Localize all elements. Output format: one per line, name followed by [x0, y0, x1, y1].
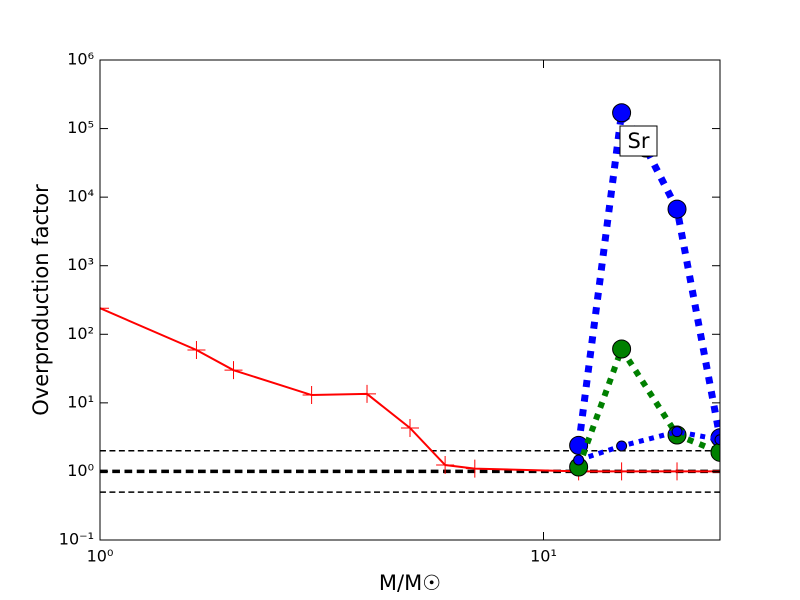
- marker: [612, 103, 632, 123]
- y-tick-label: 10⁻¹: [59, 530, 94, 549]
- marker: [668, 462, 687, 481]
- series-line: [577, 429, 720, 463]
- x-tick-label: 10⁰: [87, 547, 114, 566]
- annotation-group: Sr: [619, 125, 658, 157]
- axes-frame: [99, 59, 721, 541]
- y-tick-label: 10⁶: [67, 50, 94, 69]
- marker: [465, 459, 484, 478]
- marker: [714, 434, 720, 446]
- marker: [187, 340, 206, 359]
- marker: [612, 462, 631, 481]
- annotation: Sr: [628, 129, 650, 153]
- series-line: [100, 307, 720, 473]
- y-tick-label: 10³: [67, 255, 94, 274]
- y-tick-label: 10⁰: [67, 461, 94, 480]
- y-tick-label: 10²: [67, 324, 94, 343]
- marker: [573, 454, 585, 466]
- marker: [100, 299, 109, 318]
- x-axis-label: M/M☉: [379, 571, 441, 595]
- y-tick-label: 10¹: [67, 392, 94, 411]
- marker: [616, 440, 628, 452]
- marker: [671, 426, 683, 438]
- y-axis-label: Overproduction factor: [29, 184, 53, 416]
- marker: [358, 384, 377, 403]
- y-tick-label: 10⁵: [67, 118, 94, 137]
- annotation-box: [619, 125, 658, 157]
- y-tick-label: 10⁴: [67, 187, 94, 206]
- marker: [710, 442, 720, 462]
- series-line: [575, 103, 720, 446]
- series-line: [575, 342, 720, 469]
- marker: [612, 339, 632, 359]
- marker: [436, 456, 455, 475]
- marker: [667, 199, 687, 219]
- marker: [302, 386, 321, 405]
- marker: [224, 361, 243, 380]
- marker: [401, 418, 419, 437]
- x-tick-label: 10¹: [530, 547, 557, 566]
